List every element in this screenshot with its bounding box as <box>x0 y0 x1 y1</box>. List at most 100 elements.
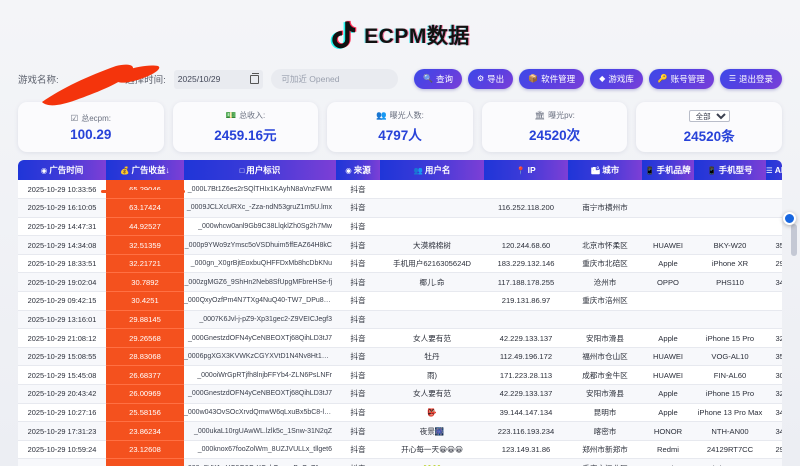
column-header-id[interactable]: □ 用户标识 <box>184 160 336 180</box>
export-button[interactable]: ⚙ 导出 <box>467 69 514 89</box>
cell-city: 沧州市 <box>568 272 642 293</box>
cell-time: 2025-10-29 16:10:05 <box>18 198 106 218</box>
chart-icon: ☑ <box>70 112 79 123</box>
cell-rev: 63.17424 <box>106 198 184 218</box>
cell-time: 2025-10-29 10:27:16 <box>18 403 106 423</box>
cell-ver: 32.3.0 <box>766 328 782 348</box>
tiktok-music-note-icon <box>330 19 360 51</box>
table-row[interactable]: 2025-10-29 09:42:15 30.4251 _000QxyOzfPm4N… <box>18 291 782 311</box>
column-header-phone[interactable]: 📱 手机品牌 <box>642 160 694 180</box>
cell-rev: 26.68377 <box>106 365 184 386</box>
table-row[interactable]: 2025-10-29 17:31:23 23.86234 _000ukaL10rgU… <box>18 421 782 441</box>
cell-ip: 39.144.218.164 <box>484 458 568 466</box>
cell-ip: 183.229.132.146 <box>484 254 568 274</box>
table-row[interactable]: 2025-10-29 15:45:08 26.68377 _000oiWrGpRTj… <box>18 365 782 386</box>
record-filter-select[interactable]: 全部 <box>688 109 730 122</box>
cell-rev: 28.83068 <box>106 347 184 367</box>
cell-ver <box>766 217 782 237</box>
cell-uid: _000GnestzdOFN4yCeNBEOXTj68QihLD3tJ7 <box>184 384 336 404</box>
software-manage-button[interactable]: 📦 软件管理 <box>519 69 585 89</box>
id-icon: □ <box>239 166 245 175</box>
cell-ver: 34.5.0 <box>766 458 782 466</box>
stat-value: 2459.16元 <box>214 128 277 143</box>
query-button[interactable]: 🔍 查询 <box>414 69 462 89</box>
cell-ver <box>766 291 782 311</box>
cell-rev: 22.84012 <box>106 458 184 466</box>
table-row[interactable]: 2025-10-29 14:47:31 44.92527 _000whcw0anl9… <box>18 217 782 237</box>
cell-ip: 117.188.178.255 <box>484 272 568 293</box>
cell-rev: 30.7892 <box>106 272 184 293</box>
floating-action-dot[interactable] <box>783 212 796 225</box>
cell-city: 北京市怀柔区 <box>568 235 642 255</box>
brand-logo: ECPM数据 <box>330 19 470 51</box>
column-header-clock[interactable]: ◉ 广告时间 <box>18 160 106 180</box>
cell-city <box>568 180 642 200</box>
table-row[interactable]: 2025-10-29 10:27:16 25.58156 _000w043OvSOc… <box>18 403 782 423</box>
cell-time: 2025-10-29 20:43:42 <box>18 384 106 404</box>
money-icon: 💵 <box>225 110 237 120</box>
cell-brand: Apple <box>642 254 694 274</box>
cell-ver: 30.1.0 <box>766 365 782 386</box>
cell-user <box>380 198 484 218</box>
column-header-label: 用户标识 <box>246 165 281 175</box>
cell-user: 椰儿.命 <box>380 272 484 293</box>
table-row[interactable]: 2025-10-29 14:34:08 32.51359 _000p9YWo9zYm… <box>18 235 782 255</box>
logout-button[interactable]: ☰ 退出登录 <box>719 69 782 89</box>
column-header-ip[interactable]: 📍 IP <box>484 160 568 180</box>
cell-rev: 29.88145 <box>106 310 184 330</box>
date-input[interactable]: 2025/10/29 <box>173 69 264 89</box>
cell-uid: _000L7Bt1Z6es2rSQlTHIx1KAyhN8aVnzFWM <box>184 180 336 200</box>
table-row[interactable]: 2025-10-29 18:33:51 32.21721 _000gn_X0grBj… <box>18 254 782 274</box>
game-select-input[interactable]: 可加近 Opened <box>271 69 398 89</box>
cell-user: 🐸🐸 <box>380 458 484 466</box>
cell-src: 抖音 <box>336 347 380 367</box>
cell-city: 重庆市涪州区 <box>568 291 642 311</box>
table-row[interactable]: 2025-10-29 13:16:01 29.88145 _0007K6Jvl-j-… <box>18 310 782 330</box>
table-row[interactable]: 2025-10-29 19:02:04 30.7892 _000zgMGZ6_9Sh… <box>18 272 782 293</box>
cell-brand <box>642 198 694 218</box>
table-row[interactable]: 2025-10-29 16:10:05 63.17424 _0009JCLXcURX… <box>18 198 782 218</box>
column-header-revenue[interactable]: 💰 广告收益↓ <box>106 160 184 180</box>
filter-bar: 游戏名称: 选择时间: 2025/10/29 可加近 Opened 🔍 查询 ⚙… <box>0 62 800 96</box>
column-header-label: 手机品牌 <box>656 165 691 175</box>
game-name-label: 游戏名称: <box>18 75 59 86</box>
account-manage-button[interactable]: 🔑 账号管理 <box>648 69 714 89</box>
table-row[interactable]: 2025-10-29 16:15:5122.84012_000o2VK1wYC0… <box>18 458 782 466</box>
table-row[interactable]: 2025-10-29 10:59:24 23.12608 _000knox67foo… <box>18 440 782 460</box>
cell-model: 24129RT7CC <box>694 440 766 460</box>
column-header-model[interactable]: 📱 手机型号 <box>694 160 766 180</box>
export-icon: ⚙ <box>476 74 485 83</box>
cell-src: 抖音 <box>336 235 380 255</box>
stat-label: 总收入: <box>239 111 266 120</box>
table-row[interactable]: 2025-10-29 20:43:42 26.00969 _000GnestzdOF… <box>18 384 782 404</box>
cell-src: 抖音 <box>336 421 380 441</box>
vertical-scrollbar-thumb[interactable] <box>791 224 797 256</box>
search-icon: 🔍 <box>423 74 433 83</box>
cell-ver: 35.4.0 <box>766 347 782 367</box>
cell-uid: _000whcw0anl9Gb9C38LlqklZh0Sg2h7Mw <box>184 217 336 237</box>
calendar-icon[interactable] <box>250 73 260 84</box>
cell-city: 安阳市滑县 <box>568 328 642 348</box>
column-header-source[interactable]: ◉ 来源 <box>336 160 380 180</box>
cell-model: iPhone 15 Pro <box>694 328 766 348</box>
column-header-user[interactable]: 👥 用户名 <box>380 160 484 180</box>
game-library-button[interactable]: ◆ 游戏库 <box>590 69 643 89</box>
table-row[interactable]: 2025-10-29 10:33:5665.29046_000L7Bt1Z6es… <box>18 180 782 200</box>
stat-label: 曝光pv: <box>548 111 575 120</box>
cell-brand: OPPO <box>642 272 694 293</box>
cell-city <box>568 217 642 237</box>
city-icon: 🏙 <box>590 166 601 175</box>
column-header-label: 来源 <box>353 165 371 175</box>
cell-uid: _0006pgXGX3KVWKzCGYXVtD1N4Nv8Ht1Bmjx <box>184 347 336 367</box>
cell-rev: 32.51359 <box>106 235 184 255</box>
cell-src: 抖音 <box>336 180 380 200</box>
cell-brand: Apple <box>642 328 694 348</box>
cell-user: 手机用户6216305624D <box>380 254 484 274</box>
column-header-version[interactable]: ☰APP版本 <box>766 160 782 180</box>
revenue-column-underline <box>101 190 185 193</box>
table-row[interactable]: 2025-10-29 15:08:55 28.83068 _0006pgXGX3KV… <box>18 347 782 367</box>
column-header-city[interactable]: 🏙 城市 <box>568 160 642 180</box>
cell-ver: 35.2.0 <box>766 235 782 255</box>
stat-cards: ☑ 总ecpm: 100.29 💵 总收入: 2459.16元 👥 曝光人数: … <box>0 96 800 160</box>
table-row[interactable]: 2025-10-29 21:08:12 29.26568 _000GnestzdOF… <box>18 328 782 348</box>
